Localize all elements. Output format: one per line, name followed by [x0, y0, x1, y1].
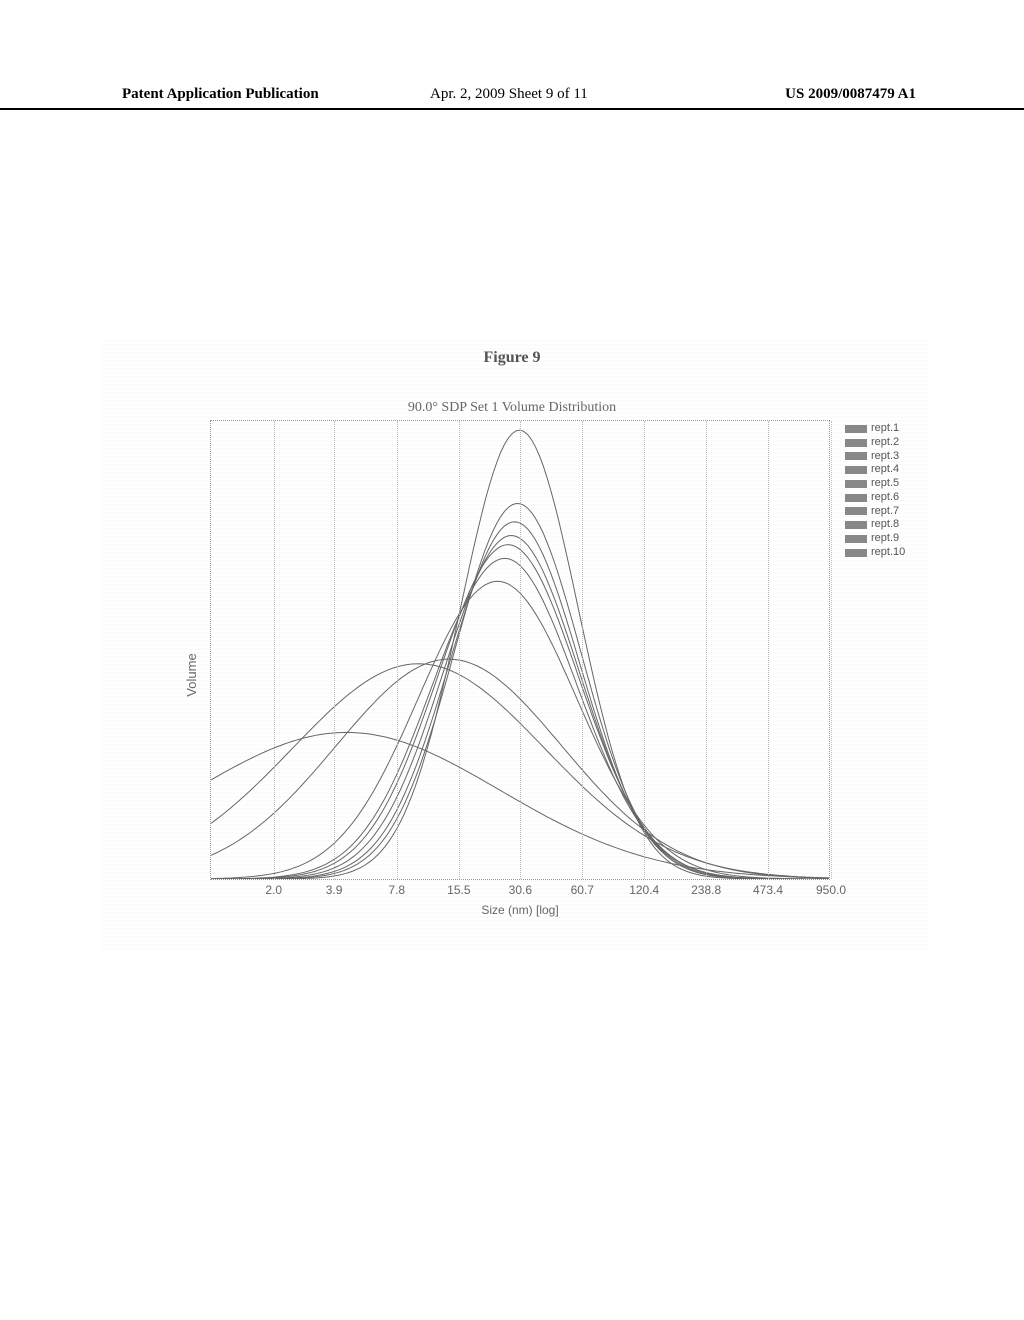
header-left: Patent Application Publication	[122, 86, 319, 103]
legend: rept.1rept.2rept.3rept.4rept.5rept.6rept…	[845, 422, 925, 560]
legend-label: rept.8	[871, 518, 899, 532]
x-tick-label: 950.0	[816, 883, 846, 897]
legend-swatch	[845, 452, 867, 460]
x-tick-label: 3.9	[326, 883, 343, 897]
legend-item: rept.9	[845, 532, 925, 546]
legend-swatch	[845, 439, 867, 447]
legend-label: rept.2	[871, 436, 899, 450]
x-tick-label: 60.7	[571, 883, 594, 897]
legend-item: rept.7	[845, 505, 925, 519]
gridline	[274, 421, 275, 879]
legend-label: rept.4	[871, 463, 899, 477]
legend-swatch	[845, 480, 867, 488]
legend-swatch	[845, 494, 867, 502]
legend-label: rept.7	[871, 505, 899, 519]
legend-label: rept.1	[871, 422, 899, 436]
legend-label: rept.9	[871, 532, 899, 546]
legend-swatch	[845, 425, 867, 433]
gridline	[831, 421, 832, 879]
gridline	[706, 421, 707, 879]
header-center: Apr. 2, 2009 Sheet 9 of 11	[430, 86, 588, 103]
figure-caption: Figure 9	[0, 349, 1024, 367]
legend-item: rept.8	[845, 518, 925, 532]
chart-container: Volume 2.03.97.815.530.660.7120.4238.847…	[190, 420, 920, 930]
page-header: Patent Application Publication Apr. 2, 2…	[0, 86, 1024, 110]
legend-item: rept.5	[845, 477, 925, 491]
x-tick-label: 473.4	[753, 883, 783, 897]
legend-label: rept.5	[871, 477, 899, 491]
x-tick-label: 30.6	[509, 883, 532, 897]
legend-item: rept.4	[845, 463, 925, 477]
chart-title: 90.0° SDP Set 1 Volume Distribution	[0, 400, 1024, 416]
y-axis-label: Volume	[184, 653, 199, 696]
legend-swatch	[845, 466, 867, 474]
legend-item: rept.10	[845, 546, 925, 560]
legend-swatch	[845, 549, 867, 557]
x-tick-label: 2.0	[265, 883, 282, 897]
x-tick-label: 120.4	[629, 883, 659, 897]
gridline	[582, 421, 583, 879]
plot-area: 2.03.97.815.530.660.7120.4238.8473.4950.…	[210, 420, 830, 880]
legend-label: rept.3	[871, 450, 899, 464]
gridline	[644, 421, 645, 879]
legend-swatch	[845, 521, 867, 529]
x-tick-label: 7.8	[388, 883, 405, 897]
x-ticks: 2.03.97.815.530.660.7120.4238.8473.4950.…	[211, 883, 829, 899]
gridline	[768, 421, 769, 879]
x-tick-label: 238.8	[691, 883, 721, 897]
x-axis-label: Size (nm) [log]	[211, 903, 829, 917]
legend-item: rept.6	[845, 491, 925, 505]
legend-item: rept.1	[845, 422, 925, 436]
legend-label: rept.6	[871, 491, 899, 505]
gridline	[334, 421, 335, 879]
gridline	[397, 421, 398, 879]
legend-item: rept.3	[845, 450, 925, 464]
header-right: US 2009/0087479 A1	[785, 86, 916, 103]
legend-swatch	[845, 535, 867, 543]
gridline	[459, 421, 460, 879]
x-tick-label: 15.5	[447, 883, 470, 897]
legend-label: rept.10	[871, 546, 905, 560]
legend-item: rept.2	[845, 436, 925, 450]
legend-swatch	[845, 507, 867, 515]
gridline	[520, 421, 521, 879]
